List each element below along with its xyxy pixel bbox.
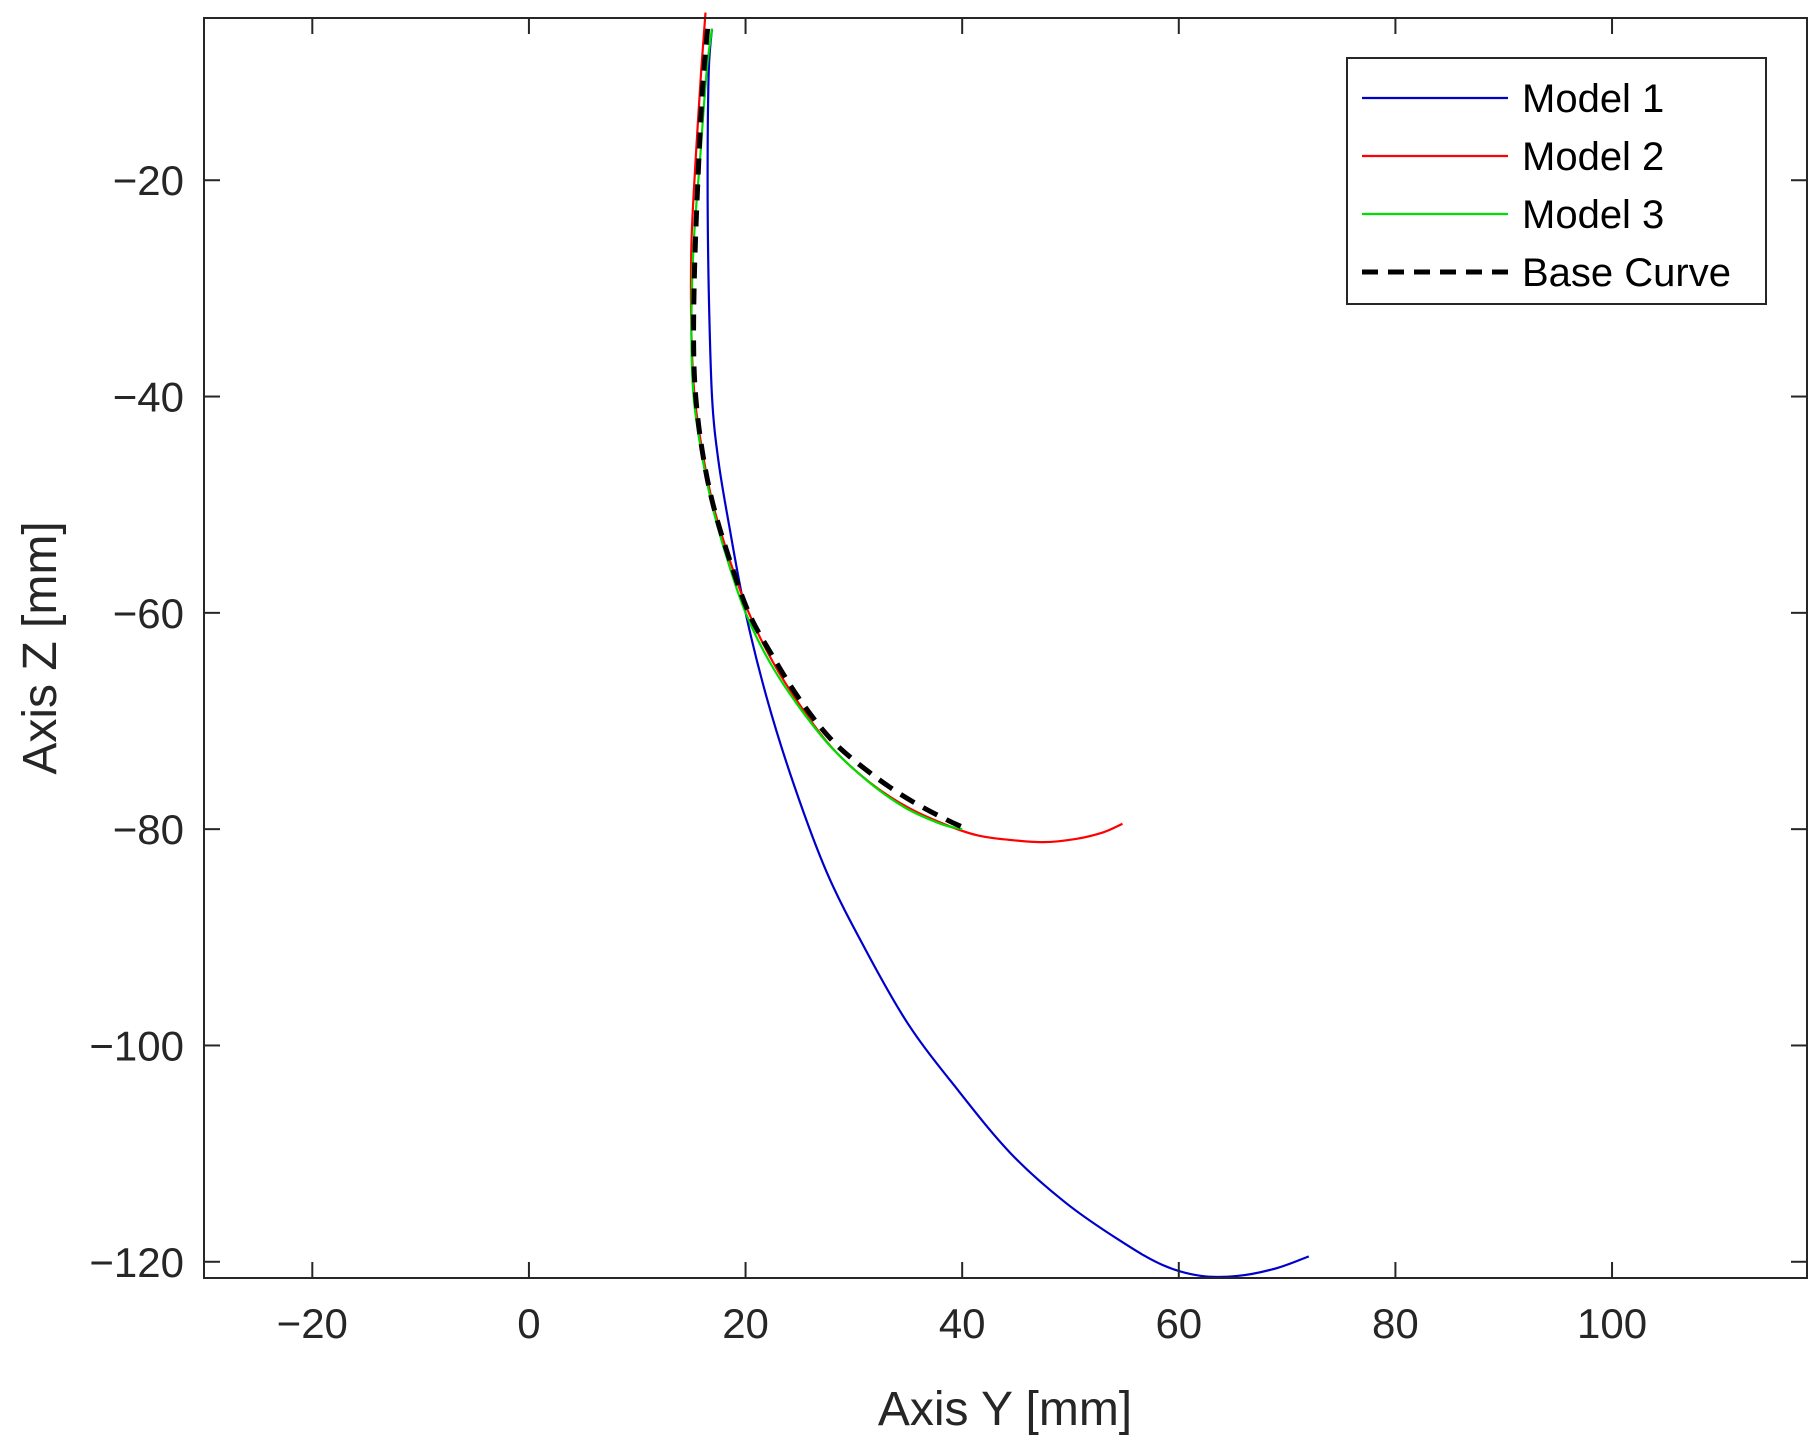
y-tick-label: −40 bbox=[113, 374, 184, 421]
x-tick-label: 0 bbox=[517, 1300, 540, 1347]
legend: Model 1 Model 2 Model 3 Base Curve bbox=[1346, 57, 1767, 305]
axes-box bbox=[203, 17, 1808, 1279]
y-tick-label: −100 bbox=[89, 1022, 184, 1069]
y-tick-label: −120 bbox=[89, 1239, 184, 1286]
series-layer bbox=[689, 12, 1310, 1279]
x-tick-label: 100 bbox=[1577, 1300, 1647, 1347]
legend-entries: Model 1 Model 2 Model 3 Base Curve bbox=[1362, 77, 1731, 295]
series-line-base-curve bbox=[691, 28, 964, 830]
y-tick-label: −60 bbox=[113, 590, 184, 637]
y-tick-label: −20 bbox=[113, 157, 184, 204]
y-axis-title: Axis Z [mm] bbox=[14, 521, 67, 774]
legend-label: Model 2 bbox=[1522, 135, 1664, 179]
tick-layer: −20 0 20 40 60 80 100 −120 −100 −80 −60 −40 −20 bbox=[89, 18, 1807, 1347]
x-tick-label: 20 bbox=[722, 1300, 769, 1347]
legend-label: Model 1 bbox=[1522, 77, 1664, 121]
series-line-model-1 bbox=[706, 28, 1310, 1279]
series-line-model-2 bbox=[689, 12, 1123, 844]
legend-label: Base Curve bbox=[1522, 251, 1731, 295]
y-tick-label: −80 bbox=[113, 806, 184, 853]
legend-label: Model 3 bbox=[1522, 193, 1664, 237]
x-tick-label: 60 bbox=[1155, 1300, 1202, 1347]
x-tick-label: 80 bbox=[1372, 1300, 1419, 1347]
x-axis-title: Axis Y [mm] bbox=[878, 1383, 1132, 1436]
x-tick-label: −20 bbox=[277, 1300, 348, 1347]
x-tick-label: 40 bbox=[939, 1300, 986, 1347]
series-line-model-3 bbox=[690, 28, 963, 831]
